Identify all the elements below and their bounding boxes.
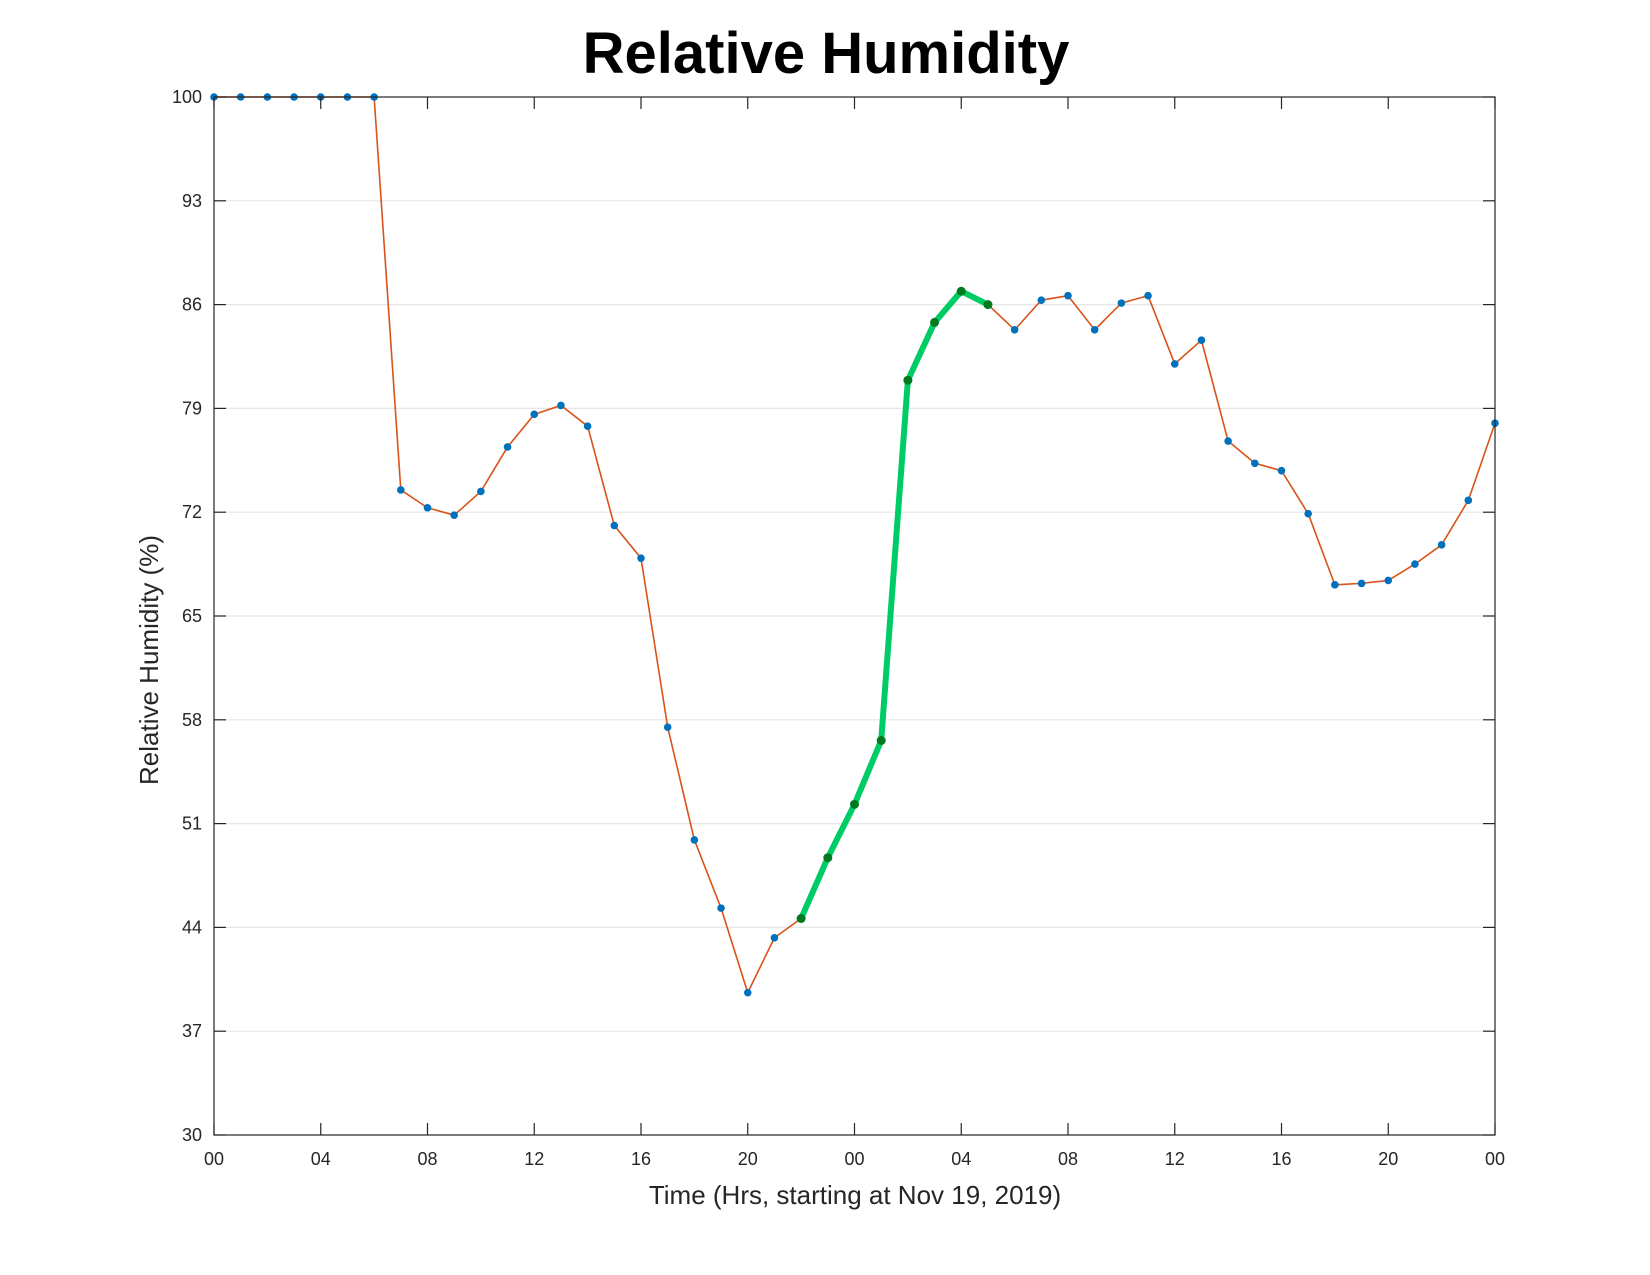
highlighted-data-point [876, 736, 886, 746]
data-point [1251, 459, 1259, 468]
y-tick-label: 65 [182, 606, 202, 626]
data-point [1357, 579, 1366, 588]
data-point [1331, 581, 1339, 589]
x-axis-label: Time (Hrs, starting at Nov 19, 2019) [649, 1180, 1061, 1210]
data-point [1037, 296, 1046, 304]
x-tick-label: 04 [951, 1149, 971, 1169]
data-point [1384, 576, 1393, 585]
highlighted-series-line [798, 288, 991, 922]
y-axis-label: Relative Humidity (%) [134, 535, 164, 785]
data-point [1304, 509, 1312, 518]
x-tick-label: 00 [844, 1149, 864, 1169]
data-point [1170, 360, 1179, 368]
data-point [1411, 560, 1419, 568]
data-point [530, 410, 539, 419]
highlighted-data-point [850, 799, 859, 809]
data-point [1090, 326, 1099, 334]
x-tick-label: 20 [1378, 1149, 1398, 1169]
data-point [690, 836, 699, 844]
data-point [423, 503, 432, 512]
x-tick-label: 00 [204, 1149, 224, 1169]
data-point [397, 486, 405, 494]
y-tick-label: 44 [182, 917, 202, 937]
data-point [477, 487, 485, 496]
tick-labels: 30 37 44 51 58 65 72 79 86 93 100 00 04 08 12 16 20 00 04 0… [172, 87, 1505, 1169]
data-point [1224, 437, 1232, 445]
y-tick-label: 72 [182, 502, 202, 522]
data-point [1010, 326, 1019, 334]
highlighted-data-point [983, 300, 993, 310]
chart-title: Relative Humidity [583, 21, 1070, 86]
data-point [717, 904, 725, 912]
y-tick-label: 93 [182, 191, 202, 211]
x-tick-label: 12 [524, 1149, 544, 1169]
data-point [637, 554, 645, 562]
data-point [1117, 299, 1126, 307]
data-point [1064, 291, 1072, 300]
data-point [770, 933, 779, 942]
highlighted-data-point [903, 375, 913, 385]
grid-lines [214, 200, 1495, 1032]
highlighted-data-point [823, 853, 833, 863]
highlighted-data-point [930, 317, 940, 327]
data-point [1144, 291, 1152, 300]
y-tick-label: 86 [182, 295, 202, 315]
x-tick-label: 20 [738, 1149, 758, 1169]
x-tick-label: 04 [311, 1149, 331, 1169]
data-point [1464, 496, 1473, 505]
highlighted-data-point [796, 914, 806, 924]
y-tick-label: 30 [182, 1125, 202, 1145]
x-tick-label: 12 [1165, 1149, 1185, 1169]
data-point [663, 723, 672, 732]
y-tick-label: 79 [182, 398, 202, 418]
data-point [1437, 541, 1446, 549]
x-tick-label: 08 [417, 1149, 437, 1169]
x-tick-label: 16 [1271, 1149, 1291, 1169]
x-tick-label: 16 [631, 1149, 651, 1169]
data-point [503, 443, 512, 451]
y-tick-label: 51 [182, 814, 202, 834]
y-tick-label: 100 [172, 87, 202, 107]
data-point [743, 988, 752, 997]
data-point [583, 422, 592, 430]
data-point [557, 401, 565, 410]
y-tick-label: 37 [182, 1021, 202, 1041]
data-point [450, 511, 458, 519]
highlighted-data-point [956, 286, 966, 296]
y-tick-label: 58 [182, 710, 202, 730]
x-tick-label: 08 [1058, 1149, 1078, 1169]
x-tick-label: 00 [1485, 1149, 1505, 1169]
data-point [1277, 466, 1286, 475]
axis-ticks [213, 96, 1496, 1136]
data-point [610, 521, 619, 530]
data-point [1197, 336, 1206, 344]
